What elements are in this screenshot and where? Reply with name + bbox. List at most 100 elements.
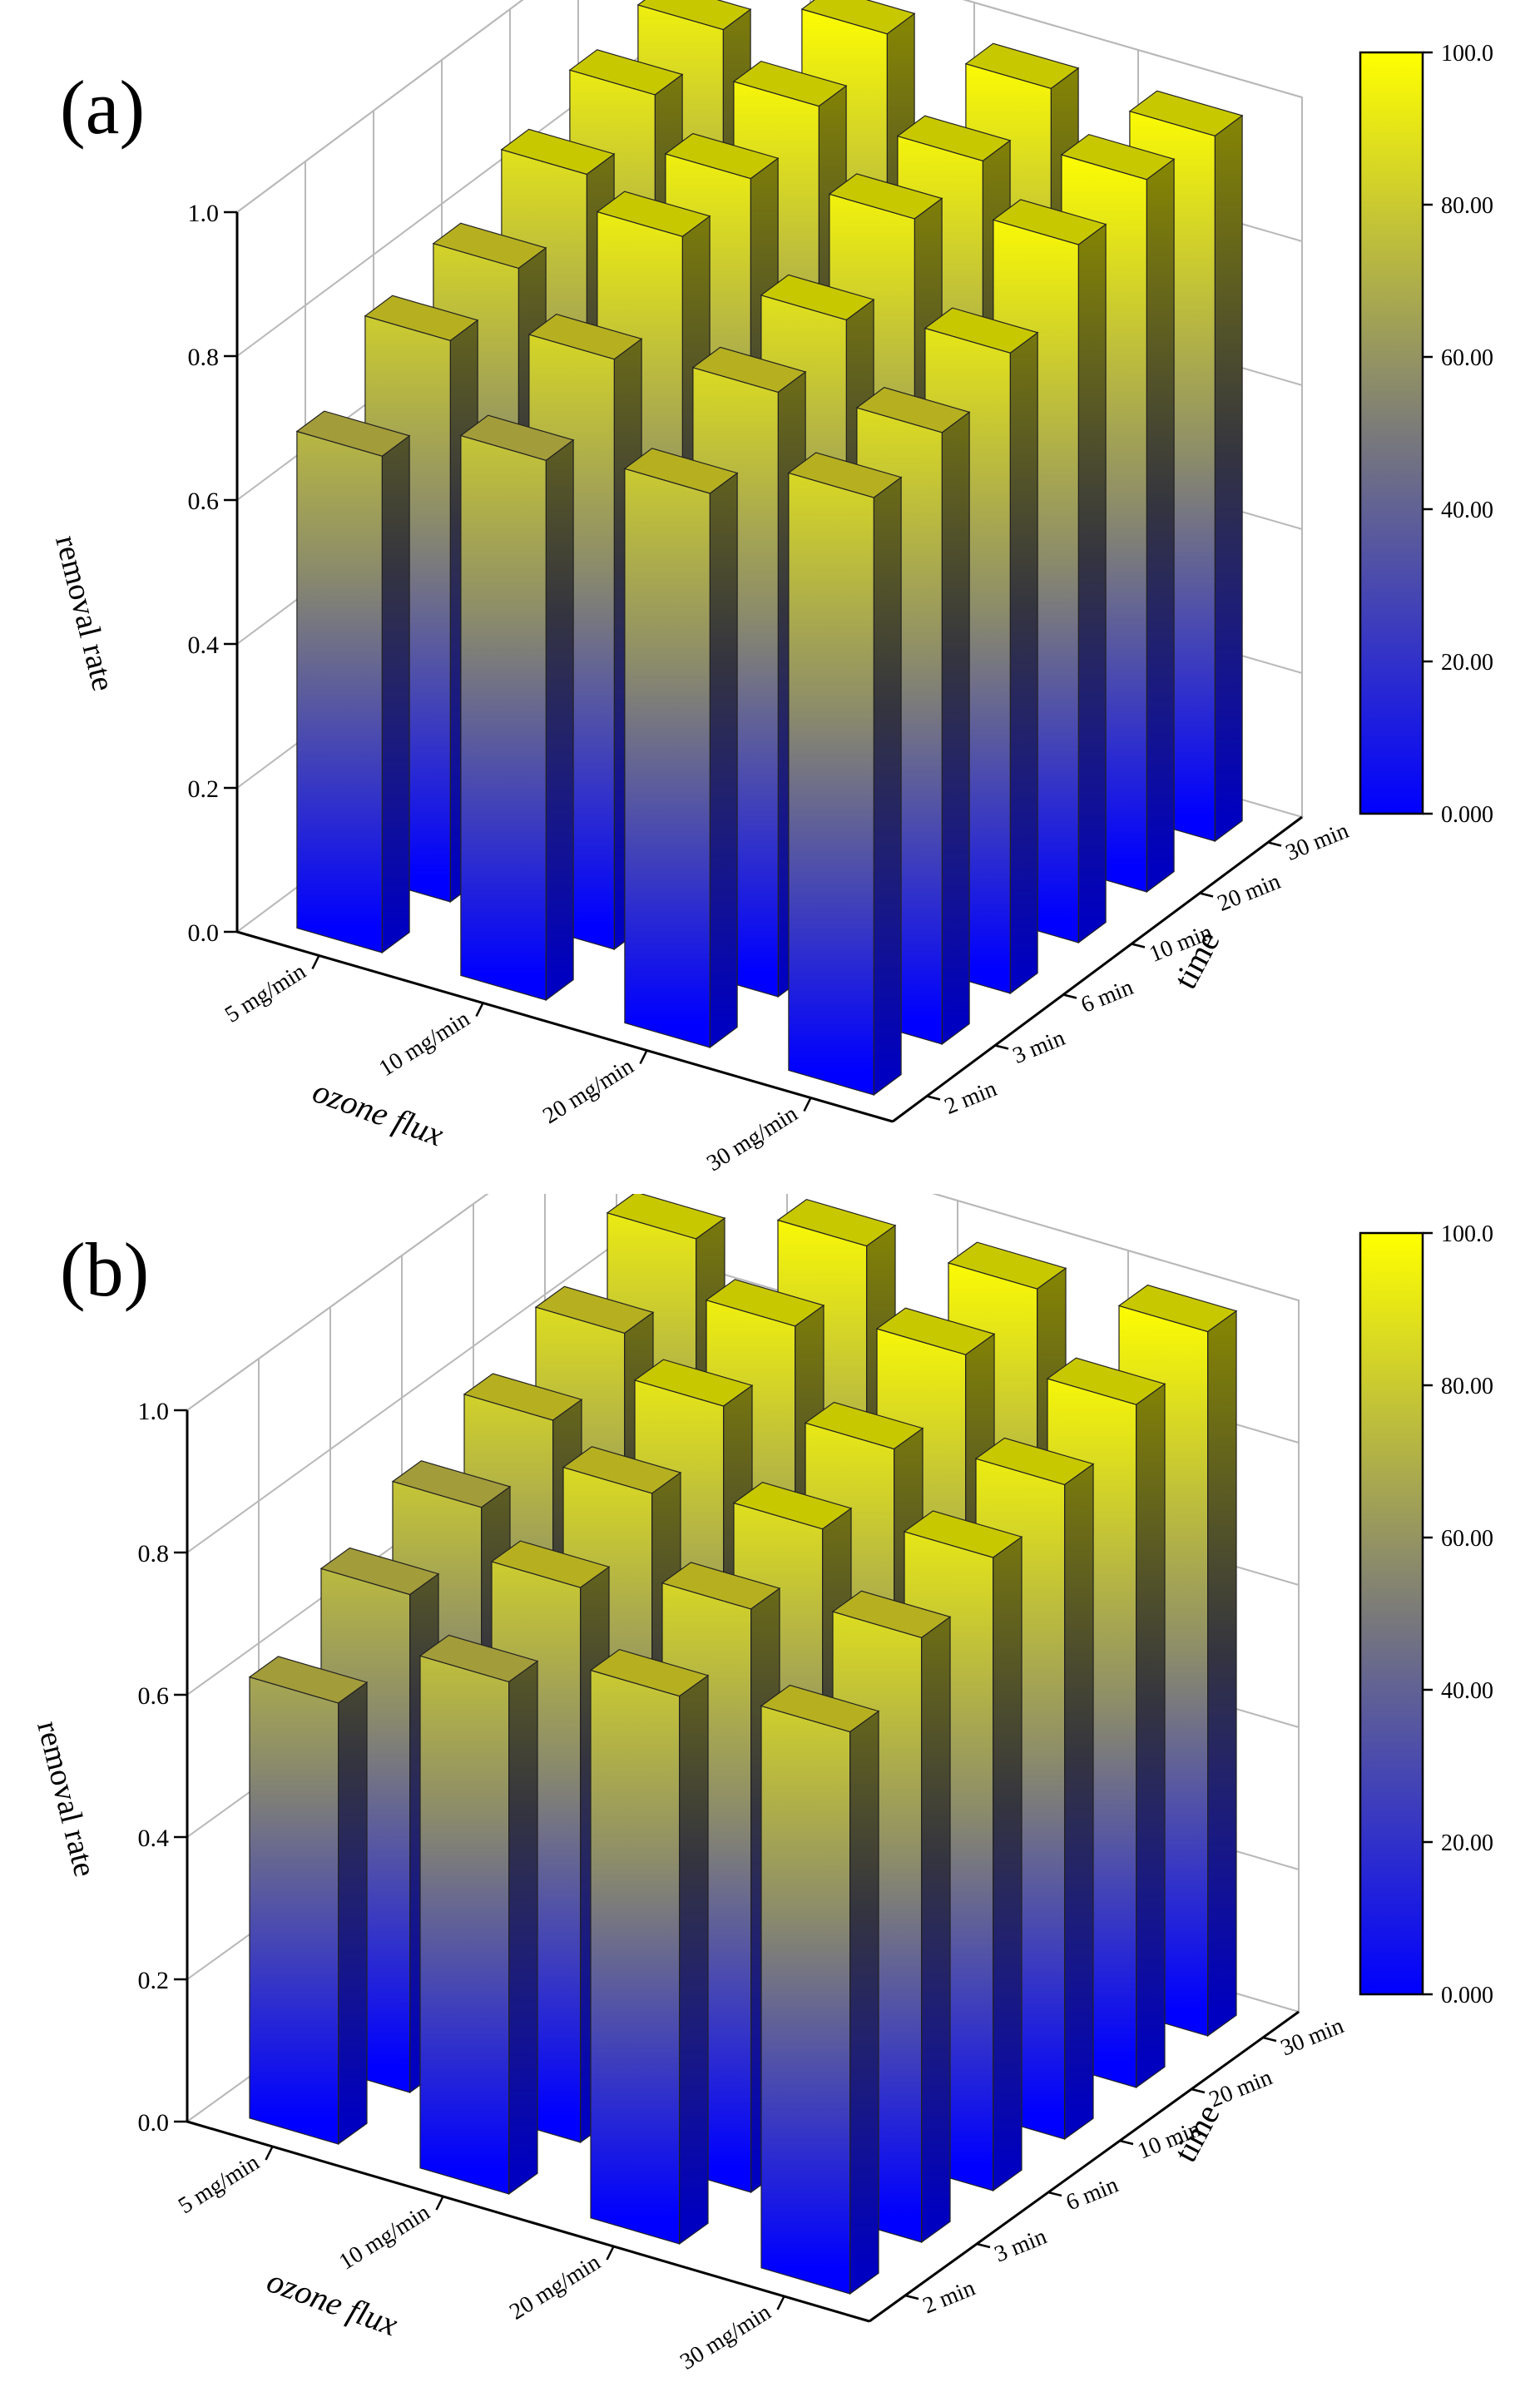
y-tick-label: 0.2: [188, 775, 220, 803]
y-axis-title: removal rate: [30, 1717, 102, 1879]
bar-0-0: [248, 1656, 369, 2146]
bar-side: [873, 476, 902, 1097]
y-tick-label: 0.4: [138, 1825, 170, 1852]
y-axis-title: removal rate: [48, 532, 121, 694]
bar-side: [381, 434, 410, 954]
bar-front: [788, 472, 874, 1096]
colorbar-tick-label: 100.0: [1441, 41, 1493, 67]
z-tick: [1131, 943, 1146, 948]
x-tick-label: 20 mg/min: [505, 2250, 605, 2325]
bar-side: [1063, 1463, 1094, 2141]
bar-top: [248, 1656, 369, 1704]
bar-top: [534, 1285, 655, 1334]
bar-top: [319, 1547, 440, 1596]
colorbar-tick-label: 80.00: [1441, 193, 1493, 219]
bar-1-0: [418, 1634, 539, 2196]
y-tick-label: 0.6: [138, 1682, 170, 1710]
bar-2-0: [623, 448, 739, 1049]
bar-top: [490, 1540, 611, 1588]
bar-side: [709, 472, 738, 1049]
colorbar-tick-label: 100.0: [1441, 1221, 1493, 1247]
bar-top: [633, 1359, 754, 1407]
bar-top: [974, 1437, 1095, 1486]
bar-top: [463, 1373, 583, 1421]
bar-top: [432, 222, 547, 270]
bar-front: [419, 1655, 510, 2195]
x-tick-label: 10 mg/min: [374, 1006, 474, 1082]
z-tick: [926, 1095, 941, 1101]
bar-side: [508, 1660, 538, 2196]
colorbar-tick-label: 0.000: [1441, 1983, 1493, 2008]
x-axis-line: [186, 2120, 870, 2323]
x-tick: [776, 2295, 785, 2310]
bar-top: [1128, 90, 1244, 136]
chart-a: 0.0 0.2 0.4 0.6 0.8 1.0 5 mg/min 10 mg/min 20 mg…: [48, 0, 1493, 1176]
bar-side: [1214, 114, 1243, 843]
chart-panel-b: 0.0 0.2 0.4 0.6 0.8 1.0 5 mg/min 10 mg/min 20 mg…: [0, 1099, 1540, 2388]
bar-top: [459, 414, 575, 461]
x-tick-label: 30 mg/min: [676, 2300, 775, 2375]
bar-side: [849, 1710, 879, 2295]
colorbar-tick-label: 20.00: [1441, 650, 1493, 676]
bar-top: [500, 128, 616, 176]
bar-top: [828, 173, 943, 220]
y-tick-label: 0.8: [138, 1540, 170, 1567]
x-tick: [311, 954, 320, 970]
bar-top: [391, 1460, 512, 1508]
bar-top: [732, 1482, 853, 1530]
bar-top: [562, 1446, 682, 1494]
bar-top: [947, 1241, 1067, 1290]
x-tick-label: 10 mg/min: [334, 2200, 434, 2276]
bar-side: [992, 1536, 1023, 2192]
bar-top: [527, 314, 643, 360]
y-tick-label: 1.0: [188, 200, 220, 227]
bar-top: [1060, 133, 1176, 181]
bar-top: [661, 1562, 781, 1610]
x-tick-label: 20 mg/min: [538, 1053, 638, 1129]
bar-top: [875, 1307, 996, 1355]
z-tick: [1262, 2036, 1277, 2043]
z-tick-label: 6 min: [1077, 974, 1136, 1018]
bar-0-0: [295, 410, 411, 954]
bar-top: [568, 49, 684, 96]
colorbar-tick-label: 20.00: [1441, 1830, 1493, 1856]
z-tick-label: 3 min: [1009, 1025, 1068, 1069]
z-tick: [994, 1044, 1009, 1050]
bar-top: [924, 307, 1039, 354]
bar-side: [545, 438, 574, 1002]
z-axis-line: [892, 815, 1303, 1123]
x-tick: [639, 1049, 648, 1065]
z-tick: [1191, 2087, 1206, 2094]
colorbar-tick-label: 80.00: [1441, 1374, 1493, 1399]
bar-top: [787, 452, 903, 498]
x-tick-label: 5 mg/min: [220, 958, 310, 1028]
bar-top: [295, 410, 411, 457]
bar-side: [1009, 331, 1038, 995]
z-tick: [904, 2294, 919, 2300]
x-tick: [475, 1002, 484, 1018]
bar-top: [589, 1648, 710, 1697]
y-tick-label: 0.0: [188, 919, 220, 947]
bar-top: [364, 295, 479, 341]
x-tick: [265, 2146, 274, 2161]
colorbar-tick-label: 0.000: [1441, 802, 1493, 828]
bar-front: [296, 430, 383, 953]
panel-label: (b): [60, 1227, 149, 1312]
bar-top: [636, 0, 752, 31]
bar-side: [920, 1616, 951, 2244]
colorbar-tick-label: 40.00: [1441, 498, 1493, 523]
colorbar: [1359, 51, 1424, 815]
colorbar-tick-label: 60.00: [1441, 345, 1493, 371]
bar-top: [623, 448, 739, 494]
bar-3-0: [760, 1684, 880, 2295]
bar-top: [705, 1279, 825, 1327]
bar-top: [855, 387, 971, 433]
bar-top: [776, 1198, 897, 1247]
bar-top: [1046, 1357, 1166, 1405]
z-tick: [1047, 2191, 1062, 2197]
z-tick-label: 2 min: [919, 2276, 978, 2320]
bar-front: [590, 1669, 681, 2245]
z-tick: [976, 2242, 991, 2249]
x-tick-label: 5 mg/min: [174, 2150, 264, 2220]
x-axis-title: ozone flux: [262, 2261, 403, 2343]
